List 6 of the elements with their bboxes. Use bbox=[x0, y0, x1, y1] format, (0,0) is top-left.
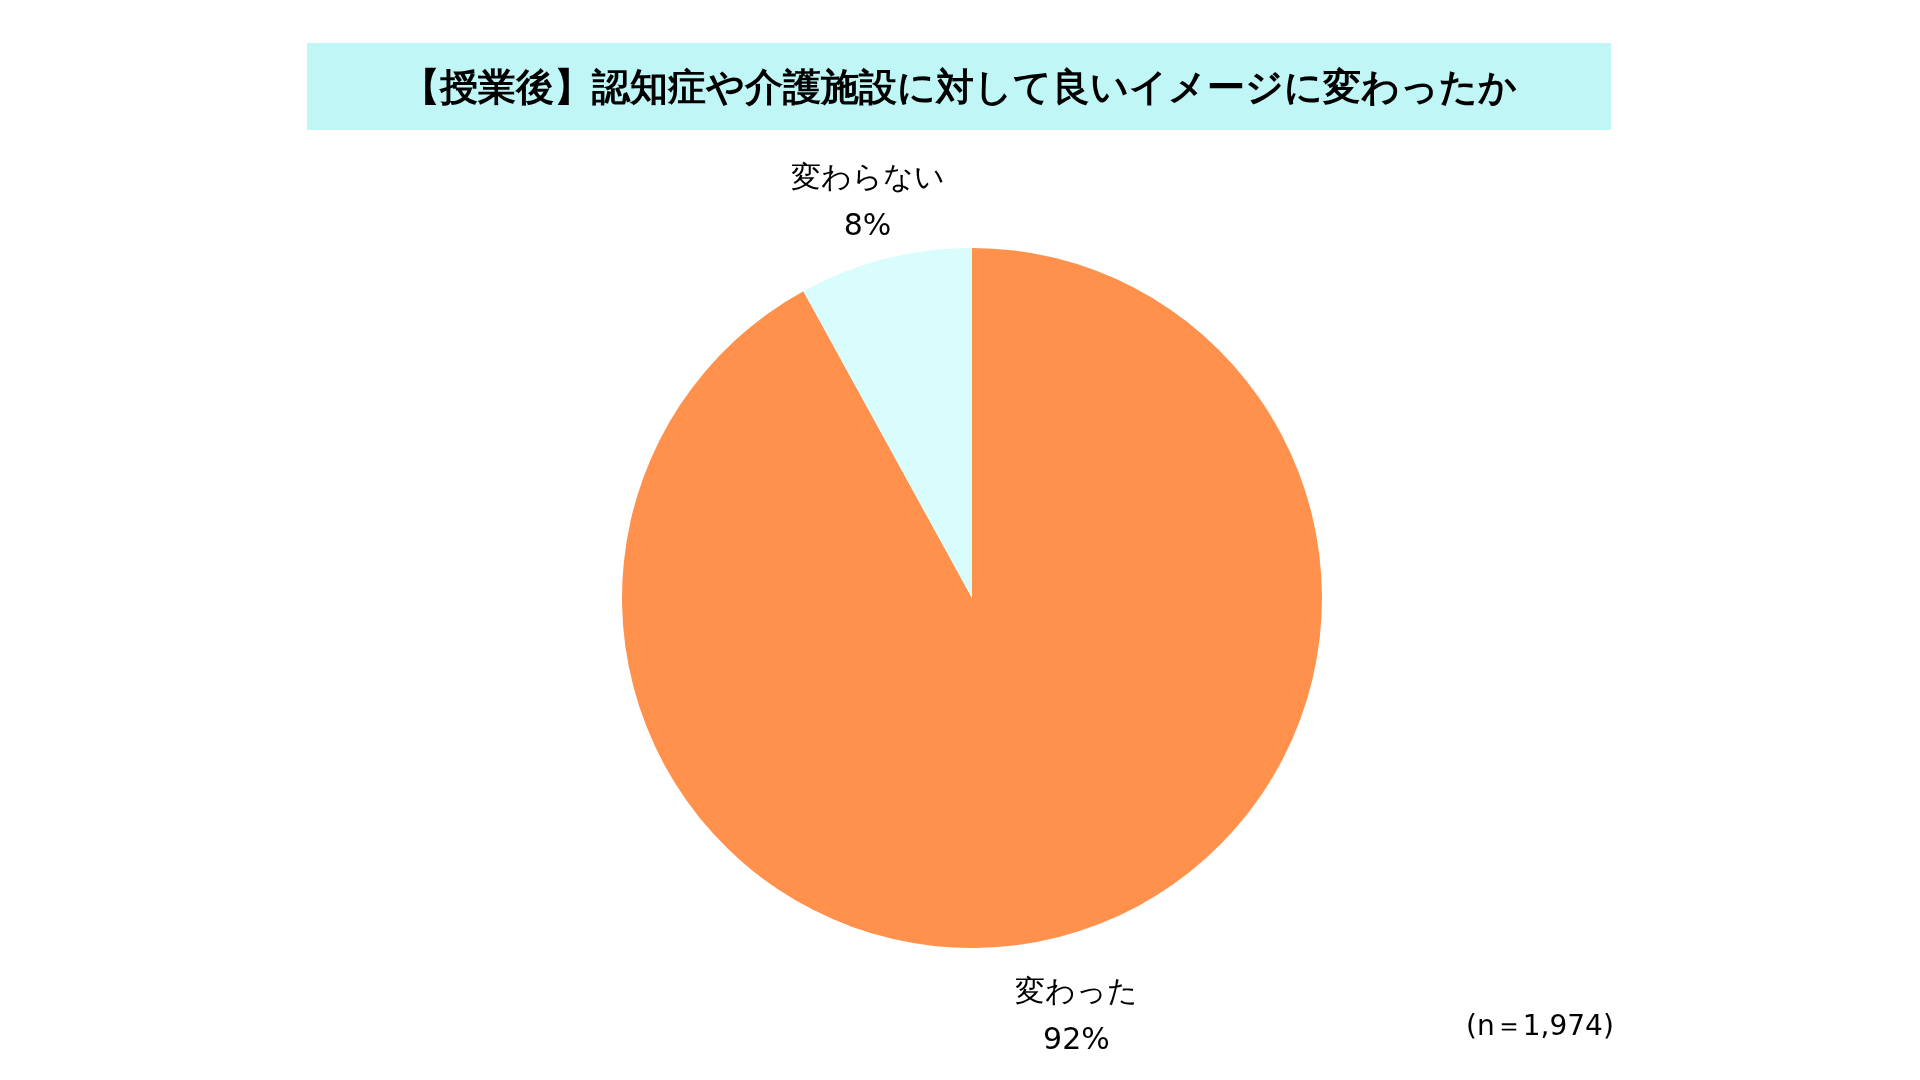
slice-label: 変わらない bbox=[790, 159, 945, 195]
chart-title: 【授業後】認知症や介護施設に対して良いイメージに変わったか bbox=[401, 65, 1517, 109]
text: (n＝1,974) bbox=[1466, 1009, 1614, 1042]
data-label: 92% bbox=[1043, 1020, 1110, 1056]
data-label: 8% bbox=[843, 207, 892, 243]
slice-label: 変わった bbox=[1014, 972, 1138, 1008]
